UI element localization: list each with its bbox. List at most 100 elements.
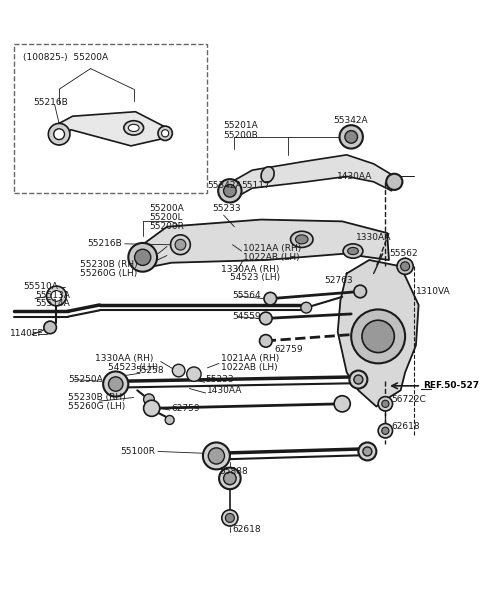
Circle shape bbox=[362, 320, 395, 353]
Text: 55230B (RH): 55230B (RH) bbox=[80, 260, 137, 269]
Text: 55200B: 55200B bbox=[224, 130, 258, 139]
Circle shape bbox=[144, 394, 155, 405]
Circle shape bbox=[354, 375, 363, 384]
Circle shape bbox=[351, 309, 405, 364]
Ellipse shape bbox=[261, 167, 274, 183]
Circle shape bbox=[382, 400, 389, 407]
Text: 52763: 52763 bbox=[324, 276, 353, 285]
Polygon shape bbox=[338, 260, 419, 406]
Text: 1022AB (LH): 1022AB (LH) bbox=[221, 364, 277, 372]
Text: 1330AA (RH): 1330AA (RH) bbox=[95, 354, 154, 364]
Circle shape bbox=[128, 243, 157, 272]
Circle shape bbox=[349, 370, 367, 389]
Circle shape bbox=[208, 448, 225, 464]
Text: 55260G (LH): 55260G (LH) bbox=[68, 402, 125, 411]
Text: 56722C: 56722C bbox=[392, 395, 426, 404]
Circle shape bbox=[108, 377, 123, 391]
Polygon shape bbox=[232, 155, 392, 200]
Text: 1430AA: 1430AA bbox=[336, 172, 372, 181]
FancyBboxPatch shape bbox=[14, 44, 207, 192]
Polygon shape bbox=[140, 220, 389, 269]
Text: 55233: 55233 bbox=[212, 204, 240, 213]
Circle shape bbox=[170, 235, 191, 255]
Text: 55233: 55233 bbox=[205, 375, 234, 384]
Circle shape bbox=[162, 130, 169, 137]
Circle shape bbox=[224, 472, 236, 485]
Circle shape bbox=[51, 290, 62, 301]
Text: 55514A: 55514A bbox=[35, 298, 70, 308]
Text: 62759: 62759 bbox=[275, 345, 303, 354]
Text: 55564: 55564 bbox=[233, 292, 261, 300]
Circle shape bbox=[165, 415, 174, 424]
Text: 55200A: 55200A bbox=[149, 204, 184, 213]
Text: 55200R: 55200R bbox=[149, 222, 184, 231]
Circle shape bbox=[301, 302, 312, 313]
Ellipse shape bbox=[128, 124, 139, 132]
Circle shape bbox=[334, 396, 350, 412]
Circle shape bbox=[48, 124, 70, 145]
Text: 55888: 55888 bbox=[219, 466, 248, 476]
Circle shape bbox=[226, 513, 234, 523]
Circle shape bbox=[260, 334, 272, 347]
Text: 55216B: 55216B bbox=[87, 239, 122, 248]
Text: 1330AA (RH): 1330AA (RH) bbox=[221, 264, 279, 273]
Circle shape bbox=[378, 424, 393, 438]
Circle shape bbox=[339, 125, 363, 149]
Text: 54559: 54559 bbox=[233, 312, 261, 321]
Circle shape bbox=[175, 239, 186, 250]
Text: 55250A: 55250A bbox=[68, 375, 103, 384]
Circle shape bbox=[54, 128, 64, 139]
Circle shape bbox=[103, 371, 128, 396]
Circle shape bbox=[378, 396, 393, 411]
Text: 1021AA (RH): 1021AA (RH) bbox=[243, 244, 301, 253]
Text: 62759: 62759 bbox=[171, 404, 200, 413]
Circle shape bbox=[222, 510, 238, 526]
Circle shape bbox=[397, 258, 413, 275]
Text: 55258: 55258 bbox=[135, 366, 164, 375]
Circle shape bbox=[382, 427, 389, 434]
Circle shape bbox=[172, 364, 185, 377]
Circle shape bbox=[224, 185, 236, 197]
Text: 1430AA: 1430AA bbox=[207, 386, 243, 395]
Circle shape bbox=[187, 367, 201, 381]
Text: 55117: 55117 bbox=[241, 181, 270, 190]
Circle shape bbox=[345, 130, 358, 143]
Text: 1140EF: 1140EF bbox=[10, 329, 43, 338]
Text: 55201A: 55201A bbox=[224, 121, 258, 130]
Circle shape bbox=[47, 286, 66, 306]
Circle shape bbox=[219, 468, 240, 489]
Text: 55200L: 55200L bbox=[149, 213, 182, 222]
Ellipse shape bbox=[348, 247, 359, 255]
Text: 55562: 55562 bbox=[389, 249, 418, 258]
Text: 62618: 62618 bbox=[233, 525, 261, 534]
Circle shape bbox=[359, 443, 376, 460]
Circle shape bbox=[203, 443, 230, 470]
Ellipse shape bbox=[290, 231, 313, 247]
Circle shape bbox=[134, 249, 151, 266]
Text: (100825-)  55200A: (100825-) 55200A bbox=[23, 54, 108, 62]
Circle shape bbox=[218, 179, 241, 203]
Circle shape bbox=[363, 447, 372, 456]
Polygon shape bbox=[59, 111, 167, 146]
Circle shape bbox=[158, 126, 172, 141]
Circle shape bbox=[386, 174, 402, 190]
Ellipse shape bbox=[296, 235, 308, 244]
Circle shape bbox=[354, 285, 366, 298]
Circle shape bbox=[264, 292, 276, 305]
Ellipse shape bbox=[124, 121, 144, 135]
Text: 55260G (LH): 55260G (LH) bbox=[80, 269, 137, 278]
Text: 55216B: 55216B bbox=[33, 98, 68, 107]
Text: 54523 (LH): 54523 (LH) bbox=[108, 364, 158, 372]
Text: 1021AA (RH): 1021AA (RH) bbox=[221, 354, 279, 364]
Text: 55230B (RH): 55230B (RH) bbox=[68, 393, 126, 402]
Text: 54523 (LH): 54523 (LH) bbox=[230, 273, 280, 283]
Text: 1310VA: 1310VA bbox=[416, 287, 451, 296]
Text: 55342A: 55342A bbox=[333, 116, 368, 125]
Text: 55342A: 55342A bbox=[207, 181, 242, 190]
Text: REF.50-527: REF.50-527 bbox=[423, 381, 479, 390]
Text: 1330AA: 1330AA bbox=[356, 233, 391, 242]
Ellipse shape bbox=[343, 244, 363, 258]
Text: 55100R: 55100R bbox=[120, 447, 155, 456]
Circle shape bbox=[260, 312, 272, 325]
Circle shape bbox=[144, 400, 160, 417]
